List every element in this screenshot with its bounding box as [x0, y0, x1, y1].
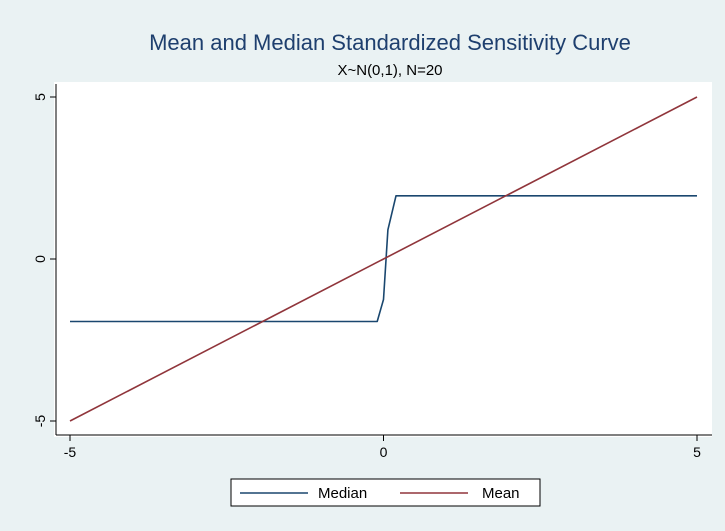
x-tick-label: 5: [693, 444, 701, 460]
series-line-median: [70, 195, 697, 323]
chart-title: Mean and Median Standardized Sensitivity…: [149, 30, 631, 55]
x-tick-label: -5: [64, 444, 77, 460]
axes: -5 0 5 5 0 -5: [32, 84, 712, 460]
x-tick-label: 0: [380, 444, 388, 460]
legend: Median Mean: [230, 478, 541, 507]
y-tick-label: 5: [32, 93, 48, 101]
chart-subtitle: X~N(0,1), N=20: [337, 62, 442, 79]
series-layer: [69, 96, 698, 422]
legend-label-mean: Mean: [482, 485, 520, 502]
y-tick-label: -5: [32, 415, 48, 428]
legend-label-median: Median: [318, 485, 367, 502]
y-tick-label: 0: [32, 255, 48, 263]
series-line-mean: [69, 96, 698, 422]
